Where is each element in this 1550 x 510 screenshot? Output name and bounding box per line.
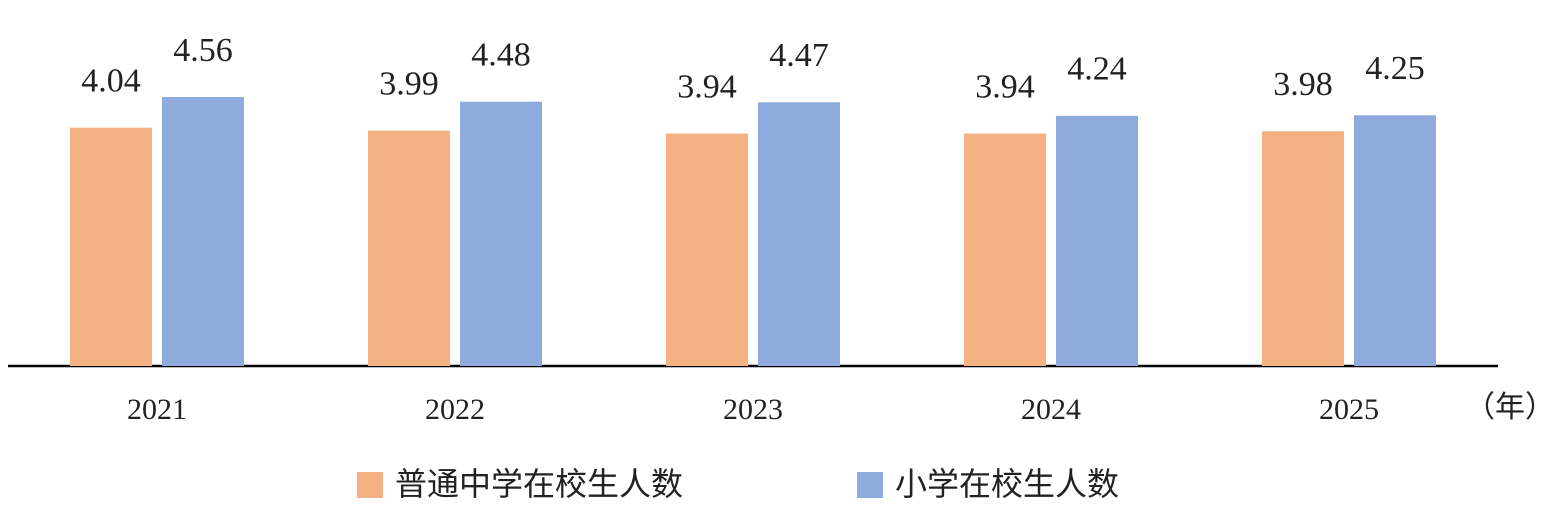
legend-label: 普通中学在校生人数	[395, 465, 683, 503]
bar	[666, 133, 748, 366]
x-tick-label: 2022	[425, 393, 485, 426]
value-label: 4.04	[81, 62, 141, 99]
bar	[964, 133, 1046, 366]
x-axis-label: （年）	[1465, 391, 1550, 424]
bar	[460, 101, 542, 366]
x-tick-label: 2024	[1021, 393, 1081, 426]
bar	[70, 127, 152, 366]
x-tick-label: 2023	[723, 393, 783, 426]
bar	[1262, 131, 1344, 366]
value-label: 3.98	[1273, 66, 1333, 103]
bar	[162, 97, 244, 366]
bar	[1056, 115, 1138, 366]
legend-label: 小学在校生人数	[895, 465, 1119, 503]
legend-swatch	[357, 472, 383, 498]
bar	[368, 130, 450, 366]
x-tick-label: 2021	[127, 393, 187, 426]
value-label: 3.94	[975, 68, 1035, 105]
value-label: 4.25	[1365, 50, 1425, 87]
x-tick-label: 2025	[1319, 393, 1379, 426]
value-label: 4.47	[769, 37, 829, 74]
legend-swatch	[857, 472, 883, 498]
value-label: 4.56	[173, 32, 233, 69]
value-label: 4.48	[471, 37, 531, 74]
bar	[1354, 115, 1436, 366]
bar	[758, 102, 840, 367]
value-label: 3.99	[379, 65, 439, 102]
value-label: 4.24	[1067, 51, 1127, 88]
value-label: 3.94	[677, 68, 737, 105]
